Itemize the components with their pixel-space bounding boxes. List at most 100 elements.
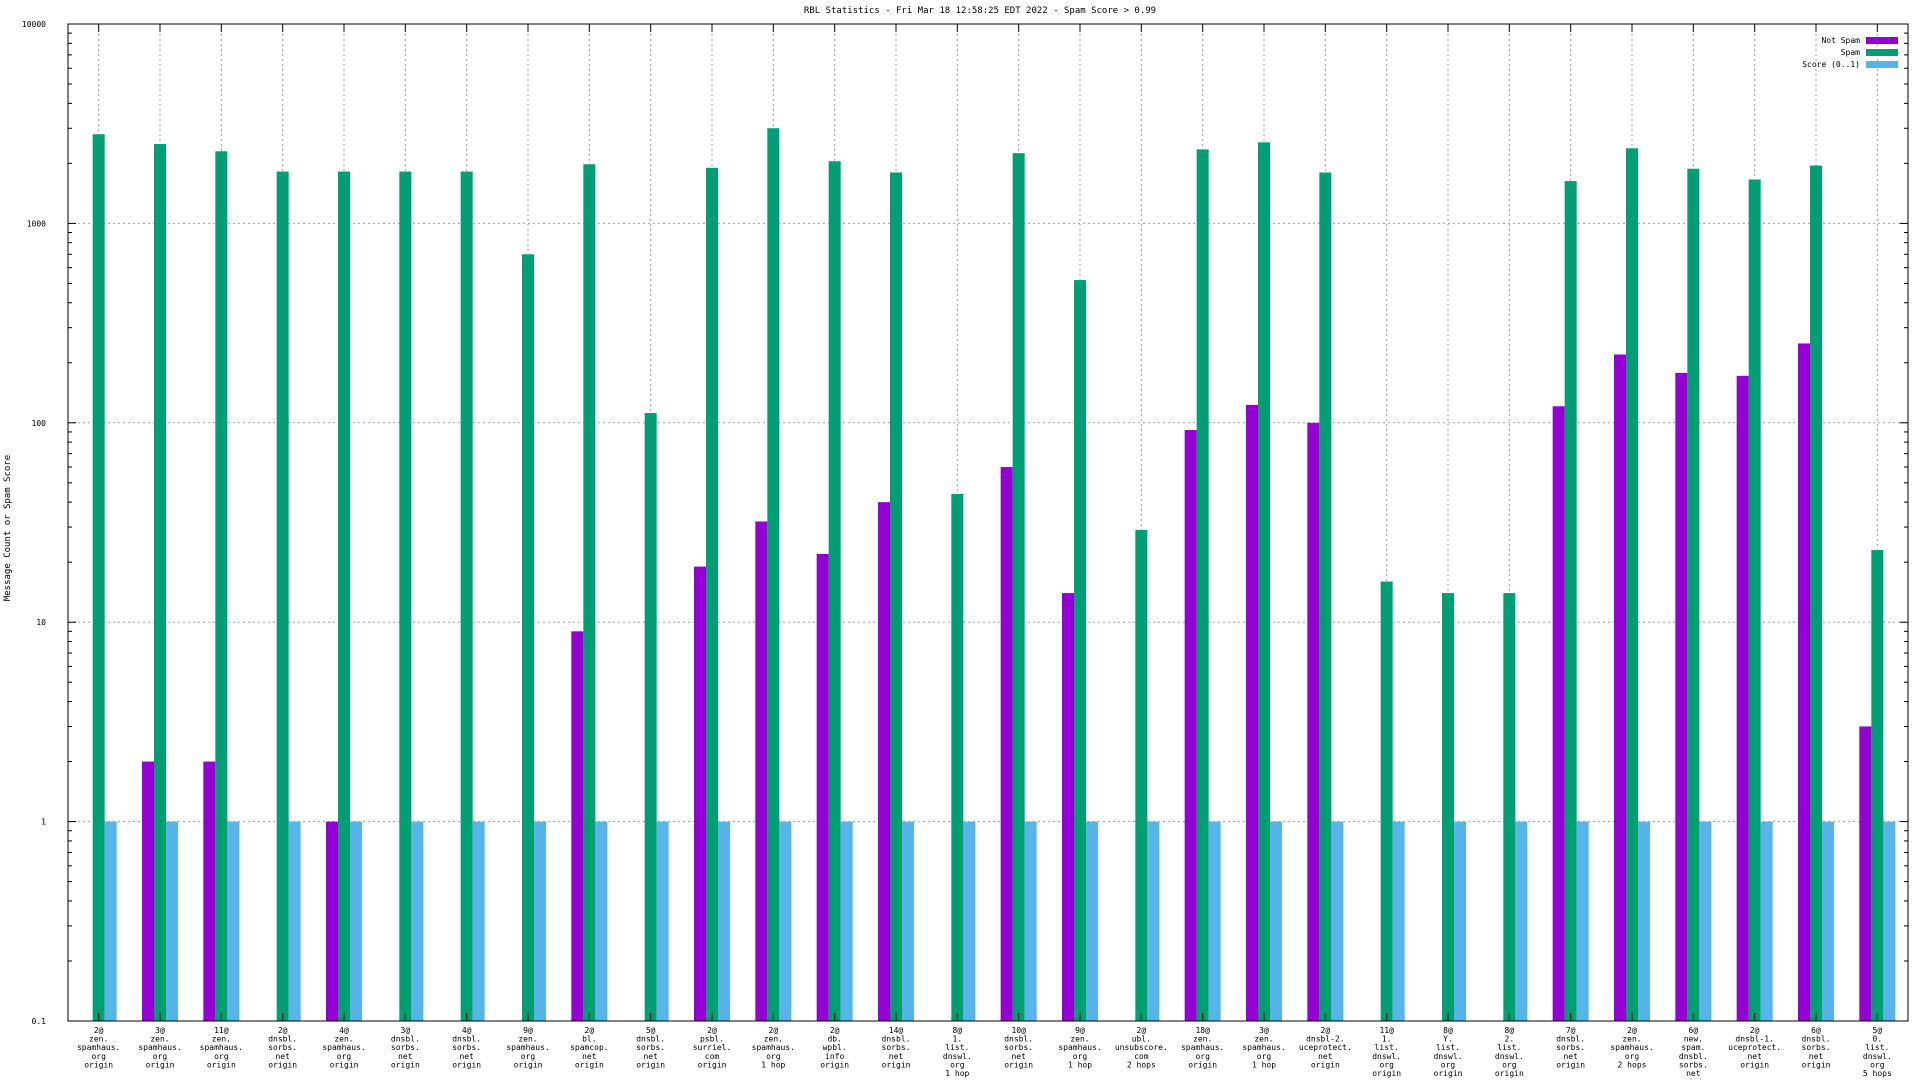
bar-score-0-1 <box>595 821 608 1021</box>
x-tick-label: 2@ dnsbl. sorbs. net origin <box>268 1026 297 1069</box>
bar-spam <box>276 171 289 1022</box>
bar-spam <box>706 167 718 1021</box>
bar-spam <box>1258 142 1270 1022</box>
bar-score-0-1 <box>1822 821 1834 1021</box>
x-tick-label: 5@ 0. list. dnswl. org 5 hops <box>1863 1026 1892 1078</box>
bar-not-spam <box>1675 372 1688 1022</box>
x-tick-label: 9@ zen. spamhaus. org origin <box>506 1026 549 1069</box>
x-tick-label: 2@ zen. spamhaus. org 2 hops <box>1610 1026 1653 1069</box>
bar-not-spam <box>1798 343 1810 1021</box>
bar-spam <box>338 171 350 1022</box>
bar-score-0-1 <box>472 821 485 1021</box>
bar-score-0-1 <box>227 821 240 1021</box>
bar-not-spam <box>694 566 706 1021</box>
bar-score-0-1 <box>411 821 424 1021</box>
bar-score-0-1 <box>718 821 730 1021</box>
bar-score-0-1 <box>1454 821 1466 1021</box>
x-tick-label: 2@ dnsbl-1. uceprotect. net origin <box>1728 1026 1781 1069</box>
bar-spam <box>583 164 596 1021</box>
bar-score-0-1 <box>1024 821 1037 1021</box>
bar-not-spam <box>571 631 584 1021</box>
bar-spam <box>460 171 473 1022</box>
legend-swatch <box>1866 61 1898 68</box>
bar-spam <box>951 493 964 1022</box>
bar-score-0-1 <box>1515 821 1528 1021</box>
bar-spam <box>1319 172 1332 1021</box>
bar-score-0-1 <box>1208 821 1221 1021</box>
y-tick-label: 100 <box>32 419 47 428</box>
bar-score-0-1 <box>840 821 853 1021</box>
bar-spam <box>1687 168 1700 1022</box>
x-tick-label: 9@ zen. spamhaus. org 1 hop <box>1058 1026 1101 1069</box>
x-tick-label: 2@ bl. spamcop. net origin <box>570 1026 609 1069</box>
axis-layer: 0.1 1 10 100 1000 10000 2@ zen. spamhaus. org orig… <box>22 20 1909 1084</box>
bar-spam <box>92 134 105 1021</box>
y-tick-label: 10 <box>36 618 46 627</box>
x-tick-label: 10@ dnsbl. sorbs. net origin <box>1004 1026 1033 1069</box>
bar-not-spam <box>142 761 154 1021</box>
bar-spam <box>1074 280 1086 1021</box>
legend-swatch <box>1866 49 1898 56</box>
legend-label: Spam <box>1841 48 1860 57</box>
bar-not-spam <box>878 502 890 1021</box>
legend-label: Score (0..1) <box>1802 60 1860 69</box>
bar-score-0-1 <box>104 821 117 1021</box>
bar-score-0-1 <box>1392 821 1405 1021</box>
bar-spam <box>522 254 534 1021</box>
x-tick-label: 4@ dnsbl. sorbs. net origin <box>452 1026 481 1069</box>
bar-spam <box>1135 529 1148 1021</box>
y-tick-label: 1000 <box>27 219 46 228</box>
bar-score-0-1 <box>963 821 976 1021</box>
bar-not-spam <box>1246 404 1258 1021</box>
bar-spam <box>1196 149 1209 1022</box>
bar-spam <box>1748 179 1761 1022</box>
bar-score-0-1 <box>1638 821 1650 1021</box>
plot-border <box>67 23 1909 1022</box>
x-tick-label: 4@ zen. spamhaus. org origin <box>322 1026 365 1069</box>
x-tick-label: 3@ dnsbl. sorbs. net origin <box>391 1026 420 1069</box>
bar-not-spam <box>1859 726 1872 1021</box>
bar-score-0-1 <box>1270 821 1282 1021</box>
bar-not-spam <box>1184 430 1197 1021</box>
bar-score-0-1 <box>350 821 362 1021</box>
bar-spam <box>215 151 228 1021</box>
bar-score-0-1 <box>1331 821 1344 1021</box>
bar-score-0-1 <box>1086 821 1098 1021</box>
bar-spam <box>1871 550 1884 1021</box>
x-tick-label: 7@ dnsbl. sorbs. net origin <box>1556 1026 1585 1069</box>
bar-spam <box>1564 181 1577 1022</box>
bar-score-0-1 <box>1147 821 1160 1021</box>
bar-score-0-1 <box>779 821 792 1021</box>
x-tick-label: 2@ dnsbl-2. uceprotect. net origin <box>1299 1026 1352 1069</box>
bars-layer <box>92 128 1896 1022</box>
bar-score-0-1 <box>166 821 178 1021</box>
bar-not-spam <box>816 553 829 1021</box>
bar-spam <box>644 412 657 1021</box>
legend-swatch <box>1866 37 1898 44</box>
x-tick-label: 8@ Y. list. dnswl. org origin <box>1434 1026 1463 1078</box>
bar-not-spam <box>326 821 338 1021</box>
chart-title: RBL Statistics - Fri Mar 18 12:58:25 EDT… <box>804 6 1156 16</box>
bar-spam <box>1810 165 1822 1022</box>
bar-spam <box>1503 593 1516 1021</box>
x-tick-label: 3@ zen. spamhaus. org 1 hop <box>1242 1026 1285 1069</box>
bar-not-spam <box>1552 406 1565 1021</box>
x-tick-label: 8@ 1. list. dnswl. org 1 hop <box>943 1026 972 1078</box>
bar-not-spam <box>755 521 768 1021</box>
x-tick-label: 11@ 1. list. dnswl. org origin <box>1372 1026 1401 1078</box>
x-tick-label: 6@ dnsbl. sorbs. net origin <box>1802 1026 1831 1069</box>
y-tick-label: 1 <box>41 818 46 827</box>
bar-spam <box>767 128 780 1021</box>
x-tick-label: 2@ psbl. surriel. com origin <box>693 1026 732 1069</box>
bar-score-0-1 <box>288 821 301 1021</box>
bar-not-spam <box>203 761 216 1021</box>
legend: Not Spam Spam Score (0..1) <box>1802 36 1898 69</box>
bar-spam <box>1442 593 1454 1021</box>
bar-spam <box>1380 581 1393 1021</box>
bar-spam <box>1012 153 1025 1021</box>
x-tick-label: 14@ dnsbl. sorbs. net origin <box>882 1026 911 1069</box>
x-tick-label: 2@ zen. spamhaus. org 1 hop <box>752 1026 795 1069</box>
